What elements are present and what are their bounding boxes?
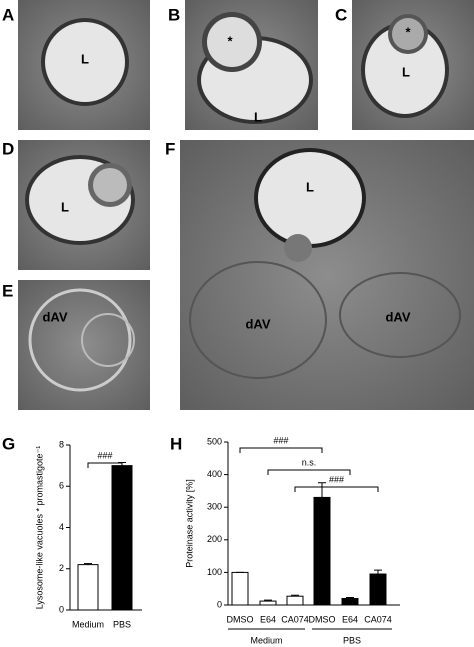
bar bbox=[341, 597, 359, 606]
panel-letter: A bbox=[2, 5, 14, 24]
image-label: L bbox=[81, 51, 89, 66]
annotation: ### bbox=[97, 450, 112, 460]
y-tick-label: 100 bbox=[207, 567, 222, 577]
image-label: * bbox=[405, 24, 411, 39]
x-tick-label: CA074 bbox=[281, 614, 309, 624]
x-tick-label: Medium bbox=[72, 619, 104, 629]
image-label: dAV bbox=[245, 316, 270, 331]
annotation: ### bbox=[329, 474, 344, 484]
y-tick-label: 6 bbox=[59, 481, 64, 491]
image-label: L bbox=[402, 64, 410, 79]
x-tick-label: DMSO bbox=[309, 614, 336, 624]
x-tick-label: CA074 bbox=[364, 614, 392, 624]
y-tick-label: 4 bbox=[59, 522, 64, 532]
image-label: dAV bbox=[385, 309, 410, 324]
y-axis-label: Proteinase activity [%] bbox=[184, 479, 194, 568]
bar bbox=[231, 571, 249, 606]
panel-letter: E bbox=[2, 281, 13, 300]
bar bbox=[77, 564, 99, 611]
y-tick-label: 8 bbox=[59, 439, 64, 449]
bar bbox=[286, 595, 304, 606]
panel-letter: G bbox=[2, 434, 15, 453]
panel-letter: D bbox=[2, 139, 14, 158]
panel-letter: C bbox=[335, 5, 347, 24]
significance-bracket bbox=[87, 462, 123, 468]
image-label: L bbox=[61, 199, 69, 214]
image-label: L bbox=[306, 179, 314, 194]
bar bbox=[369, 573, 387, 606]
y-tick-label: 2 bbox=[59, 563, 64, 573]
y-axis-label: Lysosome-like vacuoles * promastigote⁻¹ bbox=[34, 446, 44, 610]
image-label: * bbox=[227, 33, 233, 48]
panel-letter: H bbox=[170, 434, 182, 453]
image-label: L bbox=[254, 109, 262, 124]
panel-letter: B bbox=[168, 5, 180, 24]
annotation: n.s. bbox=[302, 457, 317, 467]
significance-bracket bbox=[294, 486, 379, 492]
x-tick-label: PBS bbox=[113, 619, 131, 629]
micrographs bbox=[18, 0, 474, 410]
x-tick-label: E64 bbox=[342, 614, 358, 624]
x-tick-label: E64 bbox=[260, 614, 276, 624]
group-label: PBS bbox=[343, 635, 361, 645]
y-tick-label: 500 bbox=[207, 436, 222, 446]
panel-letter: F bbox=[165, 139, 175, 158]
annotation: ### bbox=[273, 435, 288, 445]
bar bbox=[313, 496, 331, 606]
image-label: dAV bbox=[42, 309, 67, 324]
y-tick-label: 0 bbox=[59, 604, 64, 614]
y-tick-label: 300 bbox=[207, 502, 222, 512]
bar bbox=[111, 465, 133, 611]
y-tick-label: 0 bbox=[217, 599, 222, 609]
y-tick-label: 400 bbox=[207, 469, 222, 479]
y-tick-label: 200 bbox=[207, 534, 222, 544]
significance-bracket bbox=[267, 469, 351, 475]
bar bbox=[259, 600, 277, 606]
significance-bracket bbox=[239, 447, 323, 453]
group-label: Medium bbox=[250, 635, 282, 645]
x-tick-label: DMSO bbox=[227, 614, 254, 624]
